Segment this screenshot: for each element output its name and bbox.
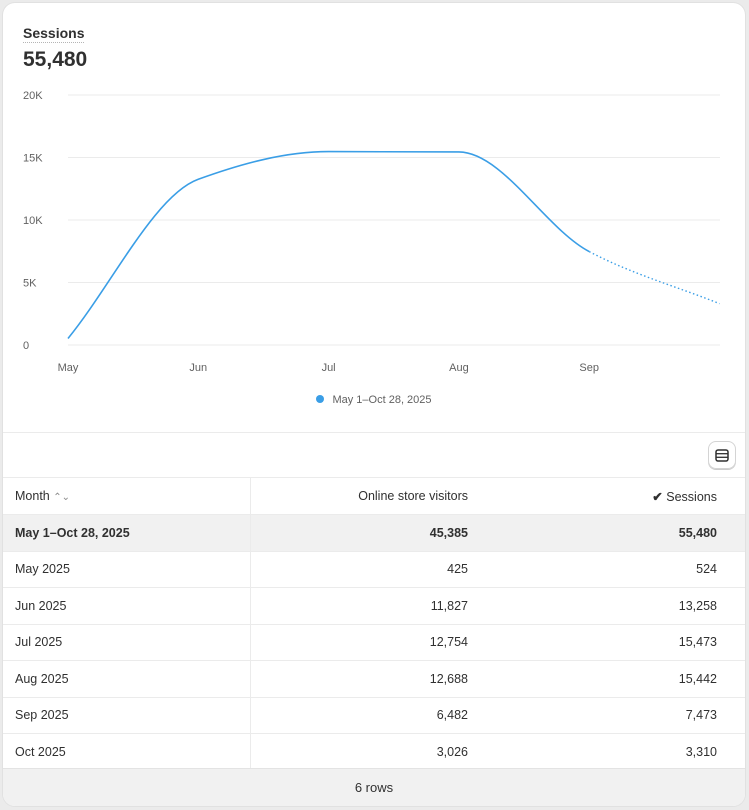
cell-month: Oct 2025	[3, 733, 251, 770]
metric-value: 55,480	[23, 48, 88, 71]
cell-visitors: 6,482	[250, 696, 480, 734]
table-footer-row-count: 6 rows	[3, 768, 745, 806]
sort-icon[interactable]: ⌃⌄	[53, 492, 70, 503]
cell-visitors: 12,688	[250, 660, 480, 697]
column-header-month[interactable]: Month ⌃⌄	[3, 477, 251, 515]
cell-month: May 2025	[3, 550, 251, 588]
x-tick-label: Sep	[579, 362, 599, 374]
cell-month: Aug 2025	[3, 660, 251, 697]
column-header-visitors[interactable]: Online store visitors	[250, 477, 480, 515]
y-tick-label: 20K	[23, 90, 43, 102]
cell-sessions: 13,258	[480, 587, 745, 624]
sessions-line-chart: 0 5K 10K 15K 20K May Jun Jul Aug Sep	[23, 90, 720, 374]
cell-month: Jun 2025	[3, 587, 251, 624]
legend-dot-icon	[316, 395, 325, 403]
cell-visitors: 425	[250, 550, 480, 588]
table-view-button[interactable]	[708, 441, 736, 469]
divider	[3, 432, 745, 433]
cell-sessions: 524	[480, 550, 745, 588]
series-line-solid	[67, 150, 590, 339]
x-tick-label: May	[58, 362, 79, 374]
series-line-projected	[588, 250, 720, 305]
cell-sessions: 55,480	[480, 514, 745, 551]
cell-visitors: 11,827	[250, 587, 480, 624]
y-tick-label: 15K	[23, 153, 43, 165]
y-tick-label: 10K	[23, 215, 43, 227]
x-tick-label: Jun	[189, 362, 207, 374]
cell-sessions: 15,473	[480, 623, 745, 661]
metric-title[interactable]: Sessions	[23, 25, 85, 43]
cell-month: Sep 2025	[3, 696, 251, 734]
cell-sessions: 15,442	[480, 660, 745, 697]
cell-visitors: 3,026	[250, 733, 480, 770]
table-header-row: Month ⌃⌄ Online store visitors ✔ Session…	[3, 477, 745, 515]
y-tick-label: 5K	[23, 278, 37, 290]
cell-visitors: 45,385	[250, 514, 480, 551]
total-row: May 1–Oct 28, 2025 45,385 55,480	[3, 514, 745, 551]
cell-visitors: 12,754	[250, 623, 480, 661]
cell-sessions: 3,310	[480, 733, 745, 770]
column-header-sessions[interactable]: ✔ Sessions	[480, 477, 745, 515]
table-row: Oct 2025 3,026 3,310	[3, 733, 745, 770]
checkmark-icon: ✔	[652, 489, 663, 504]
table-row: Jun 2025 11,827 13,258	[3, 587, 745, 624]
table-icon	[715, 448, 729, 462]
cell-sessions: 7,473	[480, 696, 745, 734]
legend-label: May 1–Oct 28, 2025	[332, 394, 432, 406]
table-row: May 2025 425 524	[3, 550, 745, 588]
x-tick-label: Jul	[322, 362, 336, 374]
sessions-card: Sessions 55,480 0 5K 10K 15K 20K May Jun Jul Aug…	[3, 3, 745, 806]
x-tick-label: Aug	[449, 362, 469, 374]
cell-month: Jul 2025	[3, 623, 251, 661]
cell-month: May 1–Oct 28, 2025	[3, 514, 251, 551]
table-row: Jul 2025 12,754 15,473	[3, 623, 745, 661]
data-table: Month ⌃⌄ Online store visitors ✔ Session…	[3, 477, 745, 770]
y-tick-label: 0	[23, 340, 29, 352]
table-row: Aug 2025 12,688 15,442	[3, 660, 745, 697]
table-row: Sep 2025 6,482 7,473	[3, 696, 745, 734]
chart-legend[interactable]: May 1–Oct 28, 2025	[3, 394, 745, 406]
